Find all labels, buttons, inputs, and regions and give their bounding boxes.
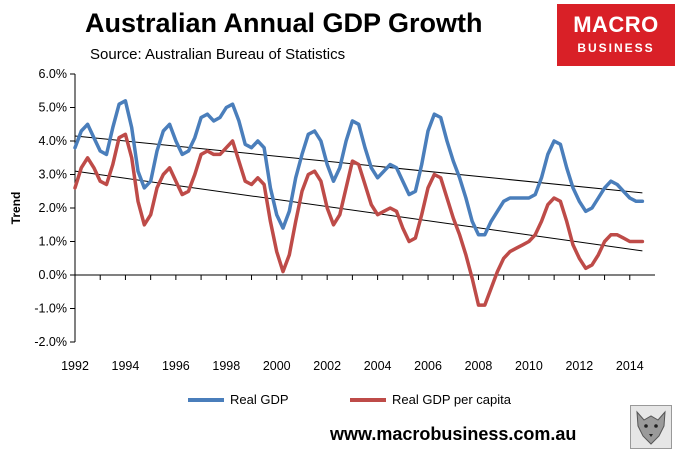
logo-line2: BUSINESS [577,41,655,55]
x-tick-label: 1992 [61,359,89,373]
x-tick-label: 1998 [212,359,240,373]
logo-line1: MACRO [573,12,659,37]
y-tick-label: -2.0% [34,335,67,349]
legend-label-real-gdp-per-capita: Real GDP per capita [392,392,511,407]
x-tick-label: 2000 [263,359,291,373]
chart-axes: 6.0% 5.0% 4.0% 3.0% 2.0% 1.0% 0.0% -1.0% -2.0% 19… [9,67,655,373]
y-tick-label: -1.0% [34,302,67,316]
x-tick-label: 2008 [465,359,493,373]
chart-subtitle: Source: Australian Bureau of Statistics [90,46,346,63]
legend-item-real-gdp-per-capita: Real GDP per capita [350,392,511,407]
x-tick-label: 2010 [515,359,543,373]
trend-line [74,170,643,252]
series-line-real-gdp-per-capita [73,132,645,307]
y-tick-label: 6.0% [39,67,68,81]
x-tick-label: 1994 [112,359,140,373]
y-tick-label: 2.0% [39,201,68,215]
x-tick-label: 2002 [313,359,341,373]
legend-swatch-real-gdp [188,397,224,402]
chart-trend-lines [74,135,643,252]
x-tick-label: 2014 [616,359,644,373]
website-url[interactable]: www.macrobusiness.com.au [330,424,577,444]
y-tick-label: 4.0% [39,134,68,148]
y-tick-label: 1.0% [39,235,68,249]
x-tick-label: 2004 [364,359,392,373]
chart-series [73,99,645,307]
x-tick-label: 2006 [414,359,442,373]
y-axis-title: Trend [9,192,23,225]
macrobusiness-logo[interactable]: MACRO BUSINESS [557,4,675,66]
series-line-real-gdp [73,99,645,237]
legend-swatch-real-gdp-per-capita [350,397,386,402]
wolf-logo-icon [630,405,672,449]
y-tick-label: 5.0% [39,101,68,115]
legend-label-real-gdp: Real GDP [230,392,289,407]
y-tick-label: 3.0% [39,168,68,182]
x-tick-label: 1996 [162,359,190,373]
chart-title: Australian Annual GDP Growth [85,8,483,38]
chart-legend: Real GDP Real GDP per capita [0,392,685,412]
y-tick-label: 0.0% [39,268,68,282]
legend-item-real-gdp: Real GDP [188,392,289,407]
x-tick-label: 2012 [565,359,593,373]
